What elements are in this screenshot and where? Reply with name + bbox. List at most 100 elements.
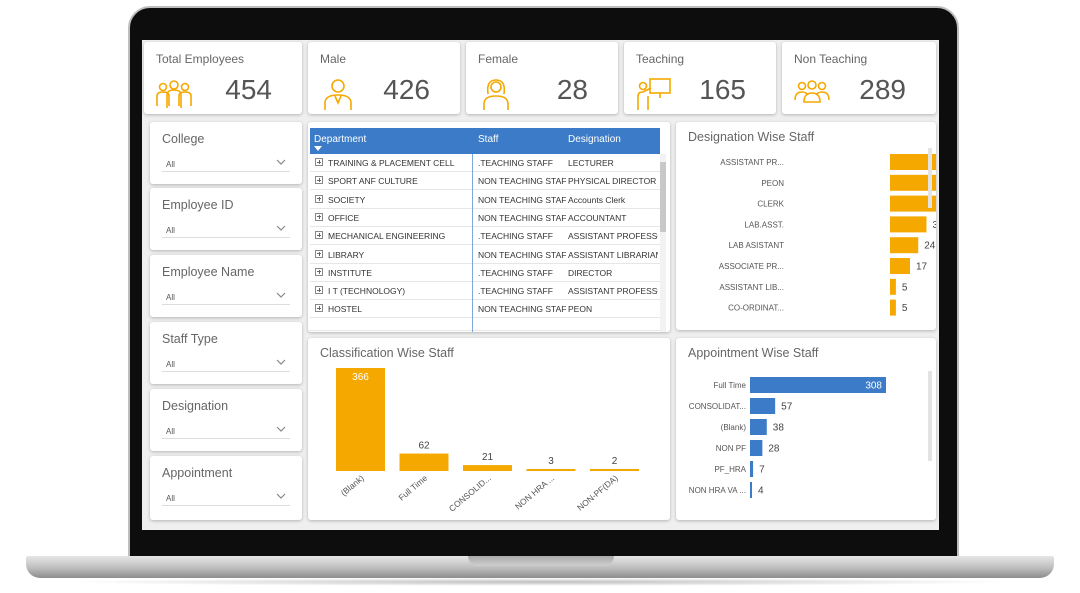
filter-label: Employee ID [162, 198, 234, 212]
bar [890, 174, 936, 191]
expand-plus-icon[interactable] [315, 194, 323, 203]
expand-plus-icon[interactable] [315, 249, 323, 258]
chart-scrollbar [928, 371, 932, 461]
data-label: 57 [781, 402, 793, 413]
cell-department: INSTITUTE [328, 267, 372, 278]
appointment-dropdown[interactable]: All [162, 490, 290, 506]
expand-plus-icon[interactable] [315, 176, 323, 185]
cell-department: SOCIETY [328, 194, 366, 205]
dropdown-value: All [166, 427, 175, 436]
chevron-down-icon [276, 225, 286, 231]
filter-label: Appointment [162, 466, 233, 480]
dropdown-value: All [166, 494, 175, 503]
chevron-down-icon [276, 359, 286, 365]
bar [750, 482, 752, 498]
cell-designation: ACCOUNTANT [568, 212, 627, 223]
expand-plus-icon[interactable] [315, 231, 323, 240]
kpi-total-employees: Total Employees 454 [144, 42, 302, 114]
bar [526, 469, 576, 471]
chevron-down-icon [276, 292, 286, 298]
chart-title: Appointment Wise Staff [688, 346, 819, 360]
column-header-department[interactable]: Department [314, 134, 367, 145]
expand-plus-icon[interactable] [315, 212, 323, 221]
filter-label: Staff Type [162, 332, 218, 346]
bar [750, 461, 754, 477]
data-label: 366 [352, 372, 369, 383]
college-dropdown[interactable]: All [162, 156, 290, 172]
kpi-label: Male [320, 52, 347, 66]
classification-chart-card: Classification Wise Staff 366 (Blank) 62 Fu… [308, 338, 670, 520]
category-label: ASSISTANT PR... [720, 158, 784, 167]
category-label: LAB.ASST. [744, 220, 784, 229]
expand-plus-icon[interactable] [315, 304, 323, 313]
category-label: ASSISTANT LIB... [719, 283, 784, 292]
column-header-designation[interactable]: Designation [568, 134, 621, 145]
employee-name-dropdown[interactable]: All [162, 289, 290, 305]
appointment-chart-card: Appointment Wise Staff Full Time 308 CONSO… [676, 338, 936, 520]
cell-staff: NON TEACHING STAFF [478, 194, 566, 205]
expand-plus-icon[interactable] [315, 158, 323, 166]
column-header-staff[interactable]: Staff [478, 134, 499, 145]
table-scrollbar[interactable] [660, 154, 666, 332]
filter-label: Designation [162, 399, 229, 413]
table-row[interactable]: TRAINING & PLACEMENT CELL .TEACHING STAFF… [310, 154, 660, 172]
table-row[interactable]: LIBRARY NON TEACHING STAFF ASSISTANT LIBRA… [310, 246, 660, 264]
cell-staff: NON TEACHING STAFF [478, 249, 566, 260]
bar [890, 299, 896, 316]
scroll-thumb[interactable] [660, 162, 666, 232]
designation-dropdown[interactable]: All [162, 423, 290, 439]
category-label: PEON [761, 179, 784, 188]
dropdown-value: All [166, 360, 175, 369]
staff-type-dropdown[interactable]: All [162, 356, 290, 372]
cell-designation: PHYSICAL DIRECTOR [568, 176, 657, 187]
table-row[interactable]: I T (TECHNOLOGY) .TEACHING STAFF ASSISTANT… [310, 282, 660, 301]
dropdown-value: All [166, 226, 175, 235]
filter-label: Employee Name [162, 265, 255, 279]
category-label: CO-ORDINAT... [728, 304, 784, 313]
filter-staff-type: Staff Type All [150, 322, 302, 384]
kpi-label: Total Employees [156, 52, 245, 66]
bar [890, 154, 936, 170]
data-label: 3 [548, 456, 554, 467]
kpi-teaching: Teaching 165 [624, 42, 776, 114]
chart-scrollbar [928, 148, 932, 208]
sort-desc-icon[interactable] [314, 146, 322, 152]
cell-designation: PEON [568, 304, 593, 315]
table-row[interactable]: INSTITUTE .TEACHING STAFF DIRECTOR [310, 264, 660, 282]
table-row[interactable]: SPORT ANF CULTURE NON TEACHING STAFF PHYSI… [310, 172, 660, 191]
classification-wise-staff-chart: 366 (Blank) 62 Full Time 21 CONSOLID... 3 NON H… [336, 368, 639, 514]
expand-plus-icon[interactable] [315, 267, 323, 276]
cell-staff: NON TEACHING STAFF [478, 304, 566, 315]
filter-designation: Designation All [150, 389, 302, 451]
cell-staff: .TEACHING STAFF [478, 267, 553, 278]
bar [336, 368, 385, 471]
chevron-down-icon [276, 426, 286, 432]
cell-department: OFFICE [328, 212, 360, 223]
department-table: Department Staff Designation TRAINING & … [308, 122, 670, 332]
cell-staff: .TEACHING STAFF [478, 231, 553, 242]
table-row[interactable]: HOSTEL NON TEACHING STAFF PEON [310, 300, 660, 319]
table-row[interactable]: OFFICE NON TEACHING STAFF ACCOUNTANT [310, 209, 660, 227]
cell-department: LIBRARY [328, 249, 365, 260]
dropdown-value: All [166, 160, 175, 169]
table-row[interactable]: MECHANICAL ENGINEERING .TEACHING STAFF ASS… [310, 227, 660, 246]
expand-plus-icon[interactable] [315, 286, 323, 295]
category-label: Full Time [714, 381, 747, 390]
table-row[interactable]: SOCIETY NON TEACHING STAFF Accounts Clerk [310, 191, 660, 209]
data-label: 4 [758, 486, 764, 497]
laptop-base [26, 556, 1054, 578]
employee-id-dropdown[interactable]: All [162, 222, 290, 238]
cell-department: MECHANICAL ENGINEERING [328, 231, 446, 242]
category-label: (Blank) [339, 473, 366, 498]
appointment-wise-staff-chart: Full Time 308 CONSOLIDAT... 57 (Blank) 38 NON … [689, 371, 932, 498]
employees-group-icon [156, 80, 192, 108]
cell-department: HOSTEL [328, 304, 363, 315]
data-label: 38 [773, 423, 785, 434]
data-label: 5 [902, 303, 908, 314]
cell-department: SPORT ANF CULTURE [328, 176, 418, 187]
data-label: 31 [932, 220, 936, 231]
kpi-label: Non Teaching [794, 52, 868, 66]
kpi-label: Female [478, 52, 519, 66]
dropdown-value: All [166, 293, 175, 302]
cell-designation: ASSISTANT PROFESSOR [568, 231, 658, 242]
